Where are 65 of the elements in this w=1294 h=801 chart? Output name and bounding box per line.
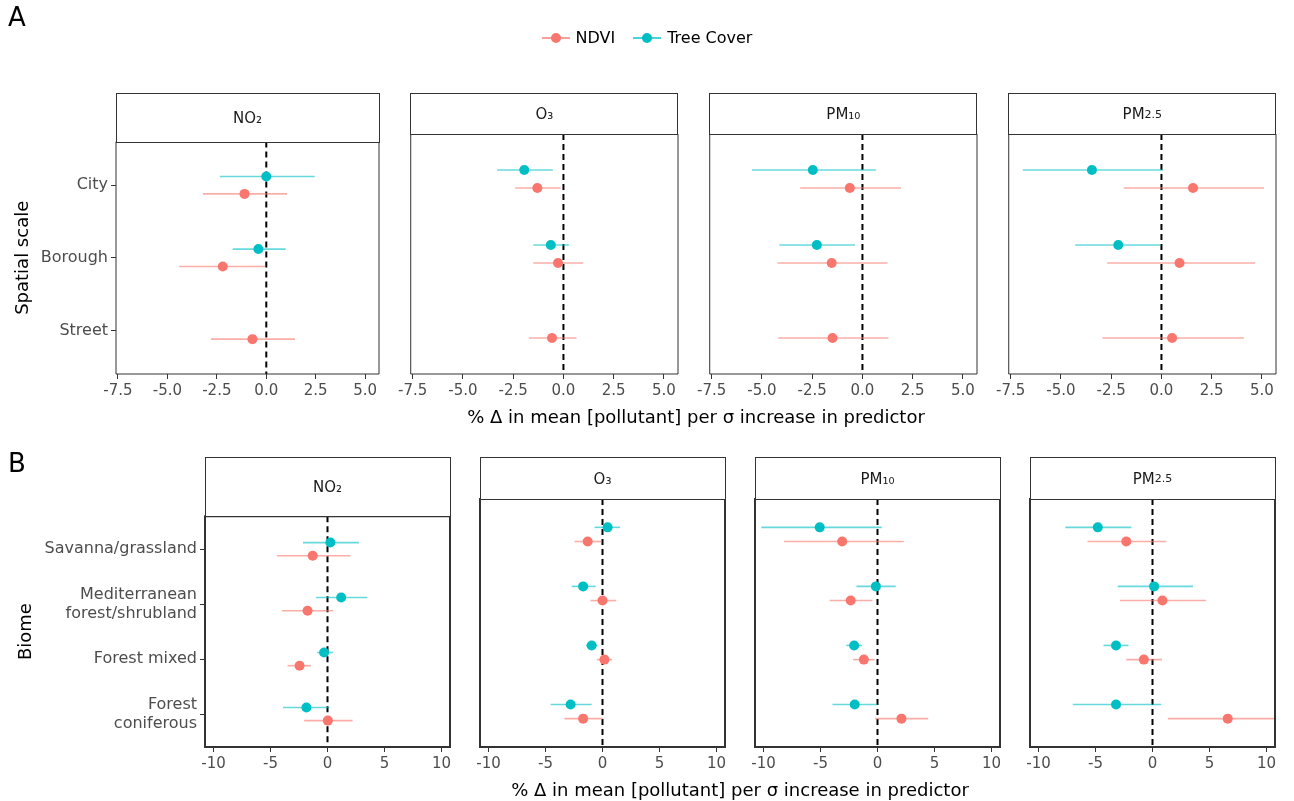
- y-tick-label: Street: [59, 319, 108, 339]
- x-tick-label: -7.5: [697, 380, 727, 399]
- y-tick-label: Savanna/grassland: [44, 538, 197, 558]
- legend-label: NDVI: [575, 28, 616, 47]
- x-tick-label: 2.5: [303, 380, 328, 399]
- chart-title: NO₂: [204, 457, 451, 518]
- y-tick-label: Forest mixed: [93, 648, 197, 668]
- y-axis-title: Biome: [14, 603, 36, 661]
- chart-title: PM₁₀: [754, 457, 1001, 500]
- x-tick-label: -10: [201, 753, 226, 772]
- x-tick-label: 10: [981, 753, 1001, 772]
- x-tick-label: 5.0: [1250, 380, 1274, 399]
- x-tick-label: 5.0: [353, 380, 378, 399]
- x-tick-label: 10: [706, 753, 726, 772]
- chart-title: O₃: [410, 93, 679, 135]
- x-tick-label: 5: [654, 753, 665, 772]
- x-tick-label: 5.0: [652, 380, 676, 399]
- text: A: [8, 2, 26, 32]
- y-tick-label: Borough: [40, 246, 108, 266]
- x-tick-label: -5.0: [747, 380, 777, 399]
- x-axis-title: % Δ in mean [pollutant] per σ increase in predictor: [466, 406, 926, 427]
- x-tick-label: -5.0: [1046, 380, 1076, 399]
- x-tick-label: -5: [263, 753, 279, 772]
- chart-title: NO₂: [115, 93, 380, 143]
- x-tick-label: -10: [476, 753, 501, 772]
- x-tick-label: -5.0: [448, 380, 478, 399]
- chart-title: O₃: [479, 457, 726, 500]
- x-tick-label: -2.5: [202, 380, 232, 399]
- x-tick-label: 5.0: [951, 380, 975, 399]
- x-tick-label: 10: [431, 753, 451, 772]
- x-tick-label: -7.5: [398, 380, 428, 399]
- x-tick-label: 2.5: [1199, 380, 1224, 399]
- y-axis-title: Spatial scale: [10, 200, 32, 315]
- x-tick-label: 0: [1147, 753, 1158, 772]
- x-axis-title: % Δ in mean [pollutant] per σ increase in predictor: [510, 779, 970, 800]
- x-tick-label: 0.0: [1149, 380, 1174, 399]
- x-tick-label: -2.5: [797, 380, 827, 399]
- y-tick-label: Mediterranean forest/shrubland: [65, 583, 197, 622]
- x-tick-label: 10: [1256, 753, 1276, 772]
- y-tick-label: Forest coniferous: [113, 693, 197, 732]
- x-tick-label: 0.0: [850, 380, 875, 399]
- x-tick-label: 5: [1204, 753, 1215, 772]
- x-tick-label: 0.0: [551, 380, 576, 399]
- x-tick-label: 0: [597, 753, 608, 772]
- x-tick-label: 0.0: [254, 380, 279, 399]
- chart-title: PM₁₀: [709, 93, 978, 135]
- x-tick-label: -7.5: [996, 380, 1026, 399]
- x-tick-label: -10: [751, 753, 776, 772]
- x-tick-label: 5: [379, 753, 390, 772]
- x-tick-label: -5: [538, 753, 554, 772]
- x-tick-label: -2.5: [1096, 380, 1126, 399]
- text: B: [8, 448, 26, 478]
- x-tick-label: -5: [813, 753, 829, 772]
- x-tick-label: -10: [1026, 753, 1051, 772]
- legend-label: Tree Cover: [667, 28, 753, 47]
- y-tick-label: City: [76, 174, 108, 194]
- x-tick-label: 5: [929, 753, 940, 772]
- x-tick-label: -2.5: [498, 380, 528, 399]
- x-tick-label: 0: [872, 753, 883, 772]
- x-tick-label: -7.5: [103, 380, 133, 399]
- x-tick-label: 0: [322, 753, 333, 772]
- x-tick-label: -5: [1088, 753, 1104, 772]
- x-tick-label: -5.0: [152, 380, 183, 399]
- x-tick-label: 2.5: [900, 380, 925, 399]
- x-tick-label: 2.5: [601, 380, 626, 399]
